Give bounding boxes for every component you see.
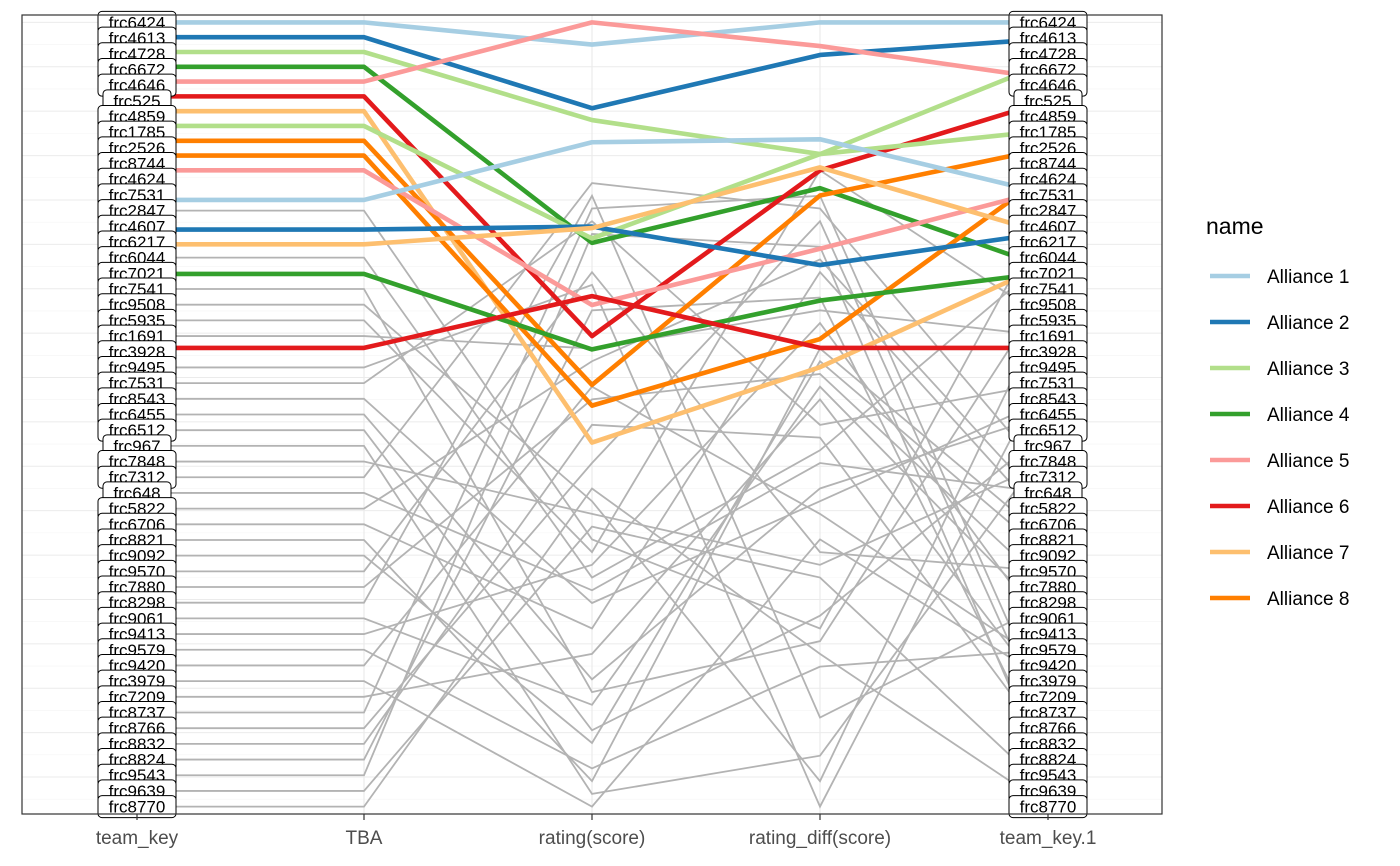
team-line-frc7312: [137, 182, 1049, 479]
team-line-frc9579: [137, 648, 1049, 770]
team-line-frc7541: [137, 288, 1049, 694]
team-label-box: frc8770: [1008, 795, 1088, 819]
team-line-frc9570: [137, 270, 1049, 573]
team-line-frc5935: [137, 169, 1049, 554]
legend-item: Alliance 8: [1210, 589, 1349, 610]
legend-item: Alliance 2: [1210, 313, 1349, 334]
team-line-frc6512: [137, 429, 1049, 732]
team-line-frc8298: [137, 193, 1049, 719]
series-line-frc6672: [137, 64, 1049, 271]
legend-label: Alliance 2: [1267, 313, 1349, 334]
team-line-frc9508: [137, 303, 1049, 783]
team-line-frc967: [137, 444, 1049, 795]
series-line-frc8744: [137, 153, 1050, 408]
team-line-frc8543: [137, 397, 1049, 605]
series-line-frc4859: [137, 108, 1049, 445]
team-line-frc6044: [137, 256, 1049, 579]
team-line-frc9543: [137, 233, 1049, 777]
series-lines: [137, 20, 1050, 809]
team-label-text: frc8770: [1020, 798, 1077, 817]
x-tick-label: team_key.1: [1000, 828, 1097, 849]
series-line-frc2526: [137, 138, 1049, 388]
series-line-frc4613: [137, 34, 1049, 111]
series-line-frc1785: [137, 123, 1049, 241]
x-tick-label: team_key: [96, 828, 179, 849]
x-tick-label: TBA: [346, 828, 383, 849]
team-line-frc2847: [137, 209, 1049, 630]
team-line-frc8832: [137, 423, 1049, 745]
series-line-frc4624: [137, 168, 1049, 308]
team-line-frc9061: [137, 385, 1049, 706]
series-line-frc4728: [137, 49, 1049, 157]
series-line-frc6217: [137, 165, 1049, 247]
legend-label: Alliance 8: [1267, 589, 1349, 610]
legend-label: Alliance 7: [1267, 543, 1349, 564]
x-tick-label: rating(score): [539, 828, 646, 849]
team-line-frc8770: [137, 487, 1049, 808]
team-line-frc9639: [137, 525, 1049, 792]
team-line-frc8737: [137, 194, 1049, 714]
x-axis: team_key TBA rating(score) rating_diff(scor…: [96, 814, 1097, 849]
team-line-frc648: [137, 462, 1049, 592]
team-label-text: frc8770: [109, 798, 166, 817]
team-line-frc8766: [137, 219, 1049, 730]
team-labels: frc6424frc4613frc4728frc6672frc4646frc52…: [97, 10, 1088, 819]
team-line-frc5822: [137, 258, 1049, 510]
team-line-frc7880: [137, 373, 1049, 588]
legend: name Alliance 1 Alliance 2 Alliance 3 Allia…: [1206, 213, 1350, 610]
legend-label: Alliance 6: [1267, 497, 1349, 518]
team-line-frc8821: [137, 347, 1049, 783]
legend-item: Alliance 1: [1210, 267, 1349, 288]
legend-label: Alliance 1: [1267, 267, 1349, 288]
team-label-box: frc8770: [97, 795, 177, 819]
team-line-frc7209: [137, 397, 1049, 698]
series-line-frc7021: [137, 270, 1049, 352]
series-line-frc4646: [137, 20, 1049, 84]
series-line-frc7531: [137, 136, 1049, 203]
legend-label: Alliance 4: [1267, 405, 1350, 426]
team-line-frc7531: [137, 220, 1049, 426]
legend-item: Alliance 4: [1210, 405, 1350, 426]
team-line-frc8824: [137, 296, 1049, 761]
legend-item: Alliance 6: [1210, 497, 1349, 518]
series-line-frc6424: [137, 20, 1048, 47]
series-line-frc3928: [137, 293, 1048, 351]
team-line-frc3979: [137, 538, 1049, 808]
team-line-frc7848: [137, 460, 1049, 566]
legend-label: Alliance 5: [1267, 451, 1349, 472]
x-tick-label: rating_diff(score): [749, 828, 891, 849]
legend-item: Alliance 7: [1210, 543, 1349, 564]
legend-title: name: [1206, 213, 1264, 239]
team-line-frc6706: [137, 270, 1049, 630]
legend-item: Alliance 3: [1210, 359, 1349, 380]
legend-item: Alliance 5: [1210, 451, 1349, 472]
legend-label: Alliance 3: [1267, 359, 1349, 380]
team-line-frc9413: [137, 321, 1049, 635]
